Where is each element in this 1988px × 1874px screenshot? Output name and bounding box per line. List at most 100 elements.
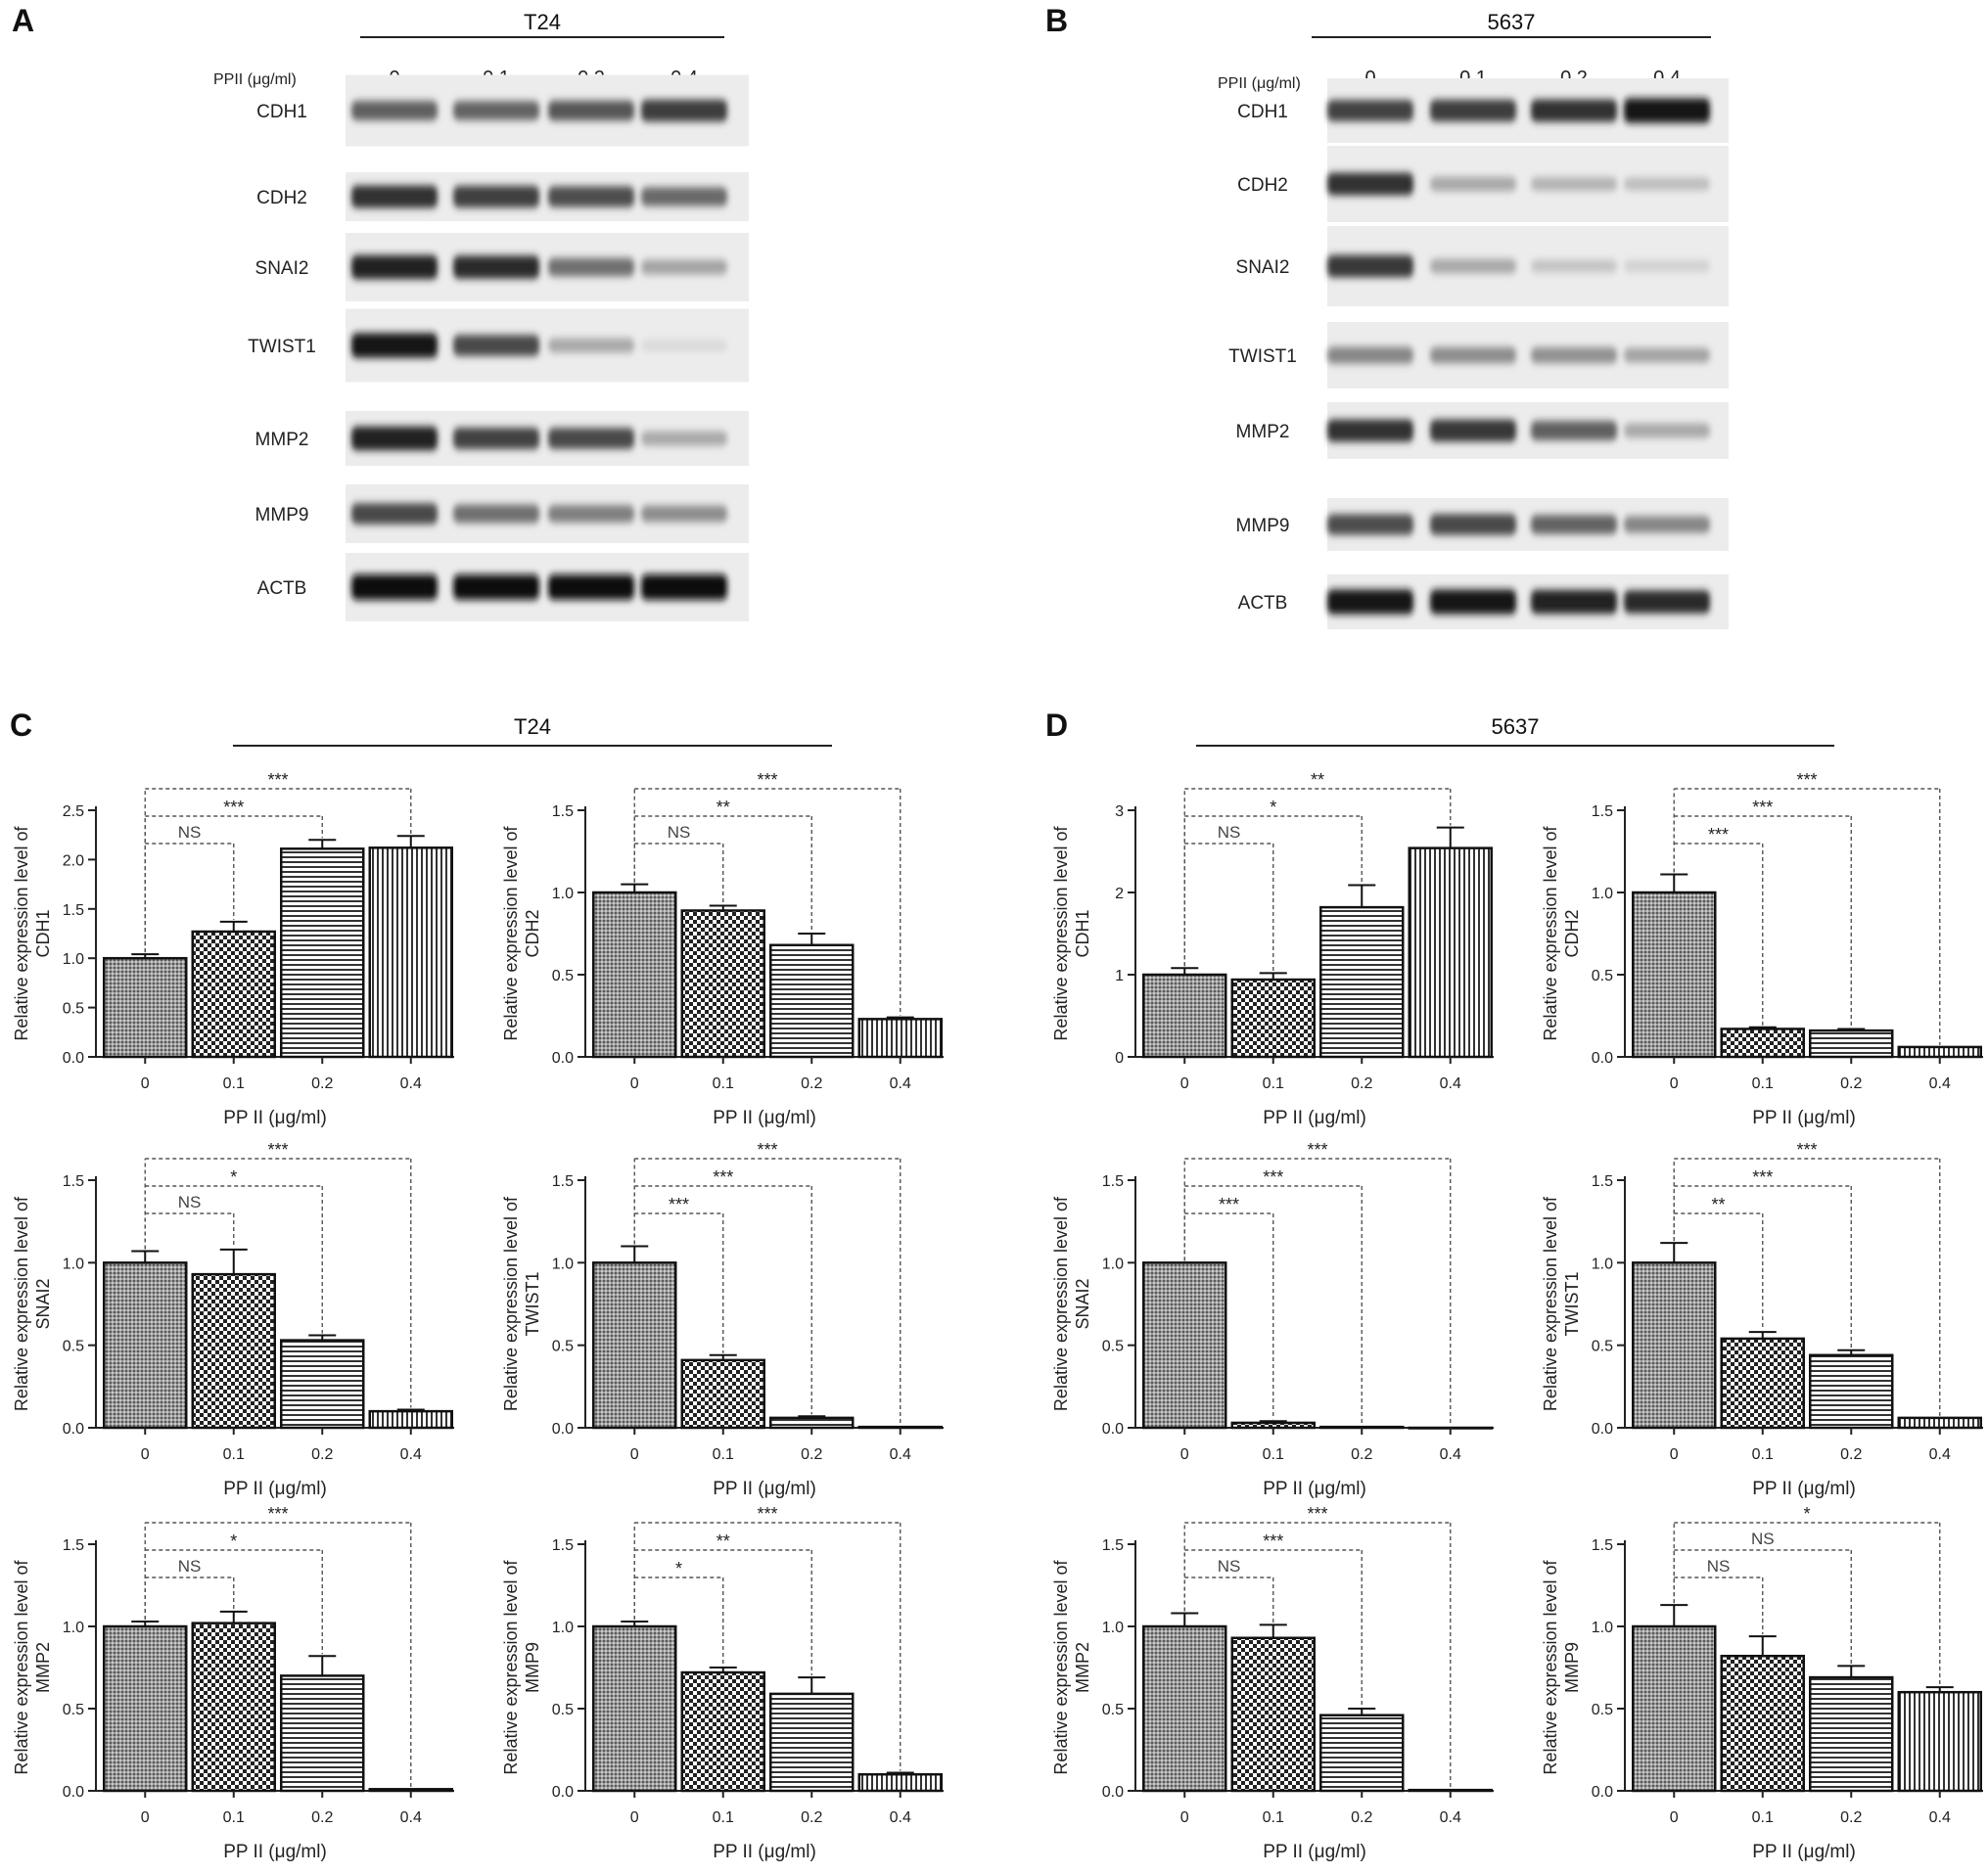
y-axis-label-line: Relative expression level of	[501, 1196, 521, 1411]
x-axis-label: PP II (μg/ml)	[713, 1479, 816, 1499]
protein-label: ACTB	[257, 578, 307, 599]
cell-line-label: T24	[524, 10, 561, 34]
blot-band	[1327, 172, 1413, 196]
bar	[592, 1624, 677, 1793]
bar-chart-c-cdh1: 0.0 0.5 1.0 1.5 2.0 2.5 Relative expression le…	[12, 770, 454, 1128]
bar	[592, 891, 677, 1059]
x-tick-label: 0.1	[1263, 1809, 1284, 1826]
y-tick-label: 1.0	[1592, 1620, 1613, 1636]
blot-band	[641, 187, 727, 206]
y-tick-label: 1.0	[63, 1256, 84, 1272]
bar-chart-d-twist1: 0.0 0.5 1.0 1.5 Relative expression level of…	[1541, 1140, 1983, 1499]
x-axis-label: PP II (μg/ml)	[1752, 1108, 1856, 1128]
panel-letter-a: A	[12, 3, 34, 38]
x-tick-label: 0.2	[801, 1446, 822, 1463]
panel-letter-c: C	[10, 708, 32, 743]
y-tick-label: 0.5	[1102, 1339, 1124, 1355]
cell-line-label: 5637	[1492, 714, 1540, 739]
x-tick-label: 0.2	[311, 1075, 333, 1092]
blot-band	[351, 503, 438, 525]
bar	[1142, 973, 1227, 1059]
blot-band	[641, 574, 727, 600]
y-tick-label: 0.5	[63, 1702, 84, 1718]
blot-band	[1624, 590, 1710, 614]
y-axis-label-line: Relative expression level of	[1541, 825, 1560, 1040]
bar	[1319, 905, 1405, 1059]
blot-band	[1531, 515, 1617, 534]
blot-band	[351, 333, 438, 358]
x-axis-label: PP II (μg/ml)	[1263, 1108, 1366, 1128]
bar-chart-c-twist1: 0.0 0.5 1.0 1.5 Relative expression level of…	[501, 1140, 944, 1499]
blot-band	[1327, 514, 1413, 535]
blot-band	[453, 101, 539, 120]
blot-row-twist1: TWIST1	[1228, 322, 1729, 389]
bar	[1809, 1028, 1894, 1059]
y-axis-label-line: Relative expression level of	[501, 1559, 521, 1774]
blot-row-cdh1: CDH1	[1237, 78, 1729, 143]
y-tick-label: 2.5	[63, 803, 84, 820]
y-axis-label-line: CDH2	[1562, 909, 1582, 957]
significance-label: ***	[1796, 1140, 1817, 1160]
bar	[103, 1261, 188, 1430]
blot-band	[1531, 421, 1617, 440]
bar	[280, 847, 365, 1059]
blot-band	[351, 185, 438, 208]
blot-row-cdh1: CDH1	[256, 74, 749, 147]
y-axis-label: Relative expression level of MMP2	[1051, 1559, 1092, 1774]
blot-band	[1531, 99, 1617, 122]
significance-label: ***	[757, 1140, 777, 1160]
significance-label: ***	[1263, 1531, 1283, 1551]
blot-band	[548, 186, 634, 207]
bar	[857, 1425, 943, 1430]
x-tick-label: 0.4	[1440, 1075, 1461, 1092]
treatment-label: PPII (μg/ml)	[1218, 75, 1301, 92]
y-tick-label: 0.5	[552, 1702, 574, 1718]
bar	[191, 930, 276, 1059]
bar	[191, 1622, 276, 1793]
y-axis-label-line: Relative expression level of	[12, 825, 31, 1040]
blot-row-actb: ACTB	[1238, 574, 1729, 629]
bar-chart-c-snai2: 0.0 0.5 1.0 1.5 Relative expression level of…	[12, 1140, 454, 1499]
y-axis-label-line: Relative expression level of	[1541, 1196, 1560, 1411]
x-tick-label: 0	[1180, 1446, 1189, 1463]
blot-band	[1430, 176, 1516, 192]
x-tick-label: 0.1	[1263, 1075, 1284, 1092]
blot-band	[1531, 589, 1617, 615]
x-axis-label: PP II (μg/ml)	[1263, 1479, 1366, 1499]
y-axis-label-line: Relative expression level of	[1051, 825, 1071, 1040]
bar	[680, 1358, 765, 1430]
bar	[857, 1018, 943, 1059]
blot-band	[548, 574, 634, 600]
significance-label: **	[1711, 1195, 1725, 1214]
x-tick-label: 0.2	[311, 1446, 333, 1463]
blot-band	[1624, 177, 1710, 191]
y-axis-label: Relative expression level of MMP2	[12, 1559, 53, 1774]
significance-label: NS	[668, 823, 691, 842]
y-axis-label-line: SNAI2	[33, 1278, 53, 1329]
bar	[1720, 1337, 1805, 1430]
blot-row-cdh2: CDH2	[1237, 146, 1729, 222]
blot-band	[548, 505, 634, 523]
x-tick-label: 0	[1670, 1809, 1679, 1826]
y-tick-label: 0.0	[552, 1050, 574, 1067]
bar-chart-c-mmp2: 0.0 0.5 1.0 1.5 Relative expression level of…	[12, 1504, 454, 1862]
x-tick-label: 0.4	[890, 1809, 911, 1826]
bar	[769, 1692, 855, 1793]
bar	[1408, 846, 1493, 1059]
y-axis-label-line: Relative expression level of	[1051, 1559, 1071, 1774]
y-axis-label: Relative expression level of MMP9	[501, 1559, 542, 1774]
y-axis-label-line: MMP9	[1562, 1642, 1582, 1693]
blot-row-snai2: SNAI2	[1236, 226, 1729, 306]
y-axis-label-line: Relative expression level of	[12, 1196, 31, 1411]
y-axis-label: Relative expression level of CDH1	[1051, 825, 1092, 1040]
x-tick-label: 0	[1180, 1809, 1189, 1826]
bar	[769, 943, 855, 1059]
significance-label: *	[1270, 798, 1276, 817]
bar	[1319, 1714, 1405, 1793]
y-tick-label: 1.0	[552, 1620, 574, 1636]
significance-label: ***	[223, 798, 244, 817]
x-tick-label: 0.2	[1840, 1075, 1862, 1092]
y-tick-label: 1.5	[1592, 1537, 1613, 1554]
blot-band	[1430, 258, 1516, 274]
